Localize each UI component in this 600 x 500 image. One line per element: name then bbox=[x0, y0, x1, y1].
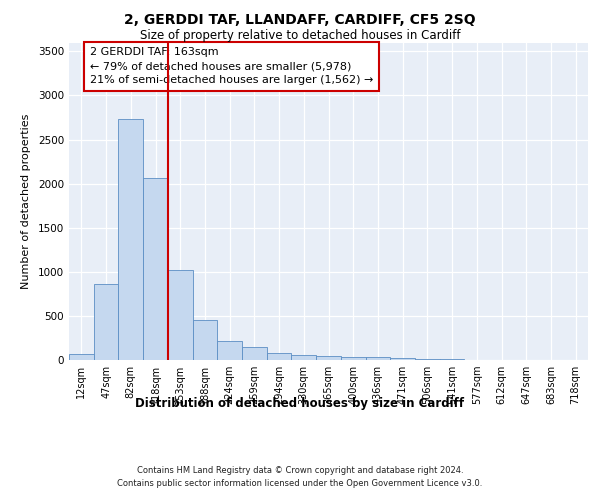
Bar bbox=[168, 270, 193, 360]
Bar bbox=[341, 357, 365, 360]
Y-axis label: Number of detached properties: Number of detached properties bbox=[21, 114, 31, 289]
Bar bbox=[365, 358, 390, 360]
Text: 2 GERDDI TAF: 163sqm
← 79% of detached houses are smaller (5,978)
21% of semi-de: 2 GERDDI TAF: 163sqm ← 79% of detached h… bbox=[90, 48, 373, 86]
Bar bbox=[217, 342, 242, 360]
Bar bbox=[118, 119, 143, 360]
Bar bbox=[193, 320, 217, 360]
Bar bbox=[94, 284, 118, 360]
Bar bbox=[390, 358, 415, 360]
Text: 2, GERDDI TAF, LLANDAFF, CARDIFF, CF5 2SQ: 2, GERDDI TAF, LLANDAFF, CARDIFF, CF5 2S… bbox=[124, 12, 476, 26]
Bar bbox=[242, 347, 267, 360]
Text: Contains HM Land Registry data © Crown copyright and database right 2024.
Contai: Contains HM Land Registry data © Crown c… bbox=[118, 466, 482, 487]
Bar bbox=[415, 359, 440, 360]
Bar bbox=[143, 178, 168, 360]
Bar bbox=[292, 355, 316, 360]
Text: Distribution of detached houses by size in Cardiff: Distribution of detached houses by size … bbox=[136, 398, 464, 410]
Bar bbox=[267, 354, 292, 360]
Bar bbox=[316, 356, 341, 360]
Text: Size of property relative to detached houses in Cardiff: Size of property relative to detached ho… bbox=[140, 29, 460, 42]
Bar bbox=[69, 354, 94, 360]
